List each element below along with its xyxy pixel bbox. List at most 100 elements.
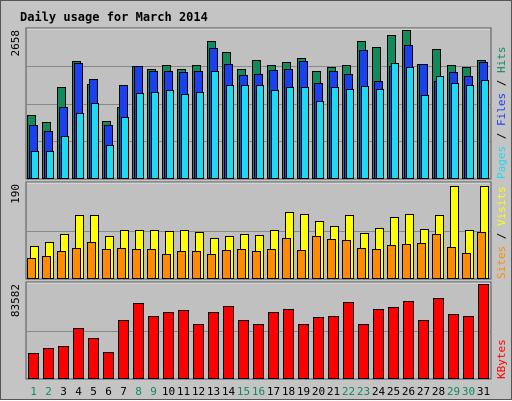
legend-entry: Visits bbox=[495, 186, 508, 226]
bar-sites-day-8 bbox=[132, 249, 141, 279]
bar-sites-day-1 bbox=[27, 258, 36, 279]
x-tick-day-9: 9 bbox=[150, 385, 157, 398]
bar-kbytes-day-26 bbox=[403, 301, 414, 379]
bar-kbytes-day-30 bbox=[463, 316, 474, 379]
bar-kbytes-day-28 bbox=[433, 298, 444, 379]
bar-pages-day-4 bbox=[76, 113, 84, 179]
bar-kbytes-day-13 bbox=[208, 312, 219, 379]
x-tick-day-17: 17 bbox=[267, 385, 280, 398]
panel-legend: Sites / Visits bbox=[495, 186, 508, 279]
x-tick-day-21: 21 bbox=[327, 385, 340, 398]
bar-kbytes-day-8 bbox=[133, 303, 144, 379]
legend-entry: Sites bbox=[495, 246, 508, 279]
bar-pages-day-1 bbox=[31, 151, 39, 179]
bar-sites-day-25 bbox=[387, 245, 396, 279]
bar-kbytes-day-21 bbox=[328, 316, 339, 379]
x-tick-day-27: 27 bbox=[417, 385, 430, 398]
bar-pages-day-11 bbox=[181, 94, 189, 179]
legend-entry: / bbox=[495, 73, 508, 93]
bar-pages-day-24 bbox=[376, 89, 384, 179]
bar-kbytes-day-5 bbox=[88, 338, 99, 379]
bar-pages-day-7 bbox=[121, 117, 129, 179]
bar-sites-day-18 bbox=[282, 238, 291, 279]
legend-entry: Pages bbox=[495, 146, 508, 179]
bar-pages-day-21 bbox=[331, 87, 339, 179]
x-tick-day-31: 31 bbox=[477, 385, 490, 398]
bar-sites-day-16 bbox=[252, 251, 261, 279]
bar-sites-day-29 bbox=[447, 247, 456, 279]
bar-kbytes-day-10 bbox=[163, 312, 174, 379]
bar-kbytes-day-27 bbox=[418, 320, 429, 379]
y-max-label: 190 bbox=[9, 184, 22, 204]
panel-kbytes: 83582 KBytes bbox=[9, 281, 508, 380]
x-tick-day-4: 4 bbox=[75, 385, 82, 398]
bar-sites-day-26 bbox=[402, 244, 411, 279]
bar-sites-day-31 bbox=[477, 232, 486, 279]
bar-pages-day-29 bbox=[451, 83, 459, 179]
bar-kbytes-day-11 bbox=[178, 310, 189, 379]
chart-panels: 2658 Pages / Files / Hits 190 Sites / Visit… bbox=[9, 27, 508, 380]
bar-sites-day-10 bbox=[162, 254, 171, 279]
bar-sites-day-6 bbox=[102, 249, 111, 279]
bar-sites-day-15 bbox=[237, 249, 246, 279]
bar-pages-day-25 bbox=[391, 63, 399, 179]
bar-sites-day-30 bbox=[462, 253, 471, 279]
x-tick-day-29: 29 bbox=[447, 385, 460, 398]
bar-kbytes-day-24 bbox=[373, 309, 384, 379]
x-tick-day-14: 14 bbox=[222, 385, 236, 398]
x-tick-day-16: 16 bbox=[252, 385, 265, 398]
bar-pages-day-19 bbox=[301, 87, 309, 179]
x-tick-day-18: 18 bbox=[282, 385, 295, 398]
bar-pages-day-12 bbox=[196, 92, 204, 179]
bar-sites-day-27 bbox=[417, 243, 426, 279]
x-tick-day-10: 10 bbox=[162, 385, 175, 398]
x-tick-day-5: 5 bbox=[90, 385, 97, 398]
x-tick-day-26: 26 bbox=[402, 385, 415, 398]
bar-kbytes-day-16 bbox=[253, 324, 264, 379]
bar-sites-day-12 bbox=[192, 251, 201, 279]
x-tick-day-13: 13 bbox=[207, 385, 220, 398]
legend-entry: / bbox=[495, 126, 508, 146]
bar-kbytes-day-12 bbox=[193, 324, 204, 379]
y-max-label: 2658 bbox=[9, 30, 22, 57]
bar-sites-day-13 bbox=[207, 254, 216, 279]
bar-sites-day-14 bbox=[222, 250, 231, 279]
bar-kbytes-day-20 bbox=[313, 317, 324, 379]
bar-kbytes-day-2 bbox=[43, 348, 54, 379]
x-tick-day-20: 20 bbox=[312, 385, 325, 398]
x-tick-day-12: 12 bbox=[192, 385, 205, 398]
bar-pages-day-2 bbox=[46, 151, 54, 179]
bar-kbytes-day-18 bbox=[283, 309, 294, 379]
bar-kbytes-day-25 bbox=[388, 307, 399, 379]
bar-sites-day-11 bbox=[177, 251, 186, 279]
bar-sites-day-21 bbox=[327, 239, 336, 279]
bar-sites-day-19 bbox=[297, 250, 306, 279]
bar-pages-day-20 bbox=[316, 101, 324, 179]
bar-pages-day-6 bbox=[106, 145, 114, 179]
bar-sites-day-4 bbox=[72, 248, 81, 279]
bar-sites-day-28 bbox=[432, 234, 441, 279]
bar-pages-day-15 bbox=[241, 85, 249, 179]
panel-hits-files-pages: 2658 Pages / Files / Hits bbox=[9, 27, 508, 180]
bar-sites-day-24 bbox=[372, 249, 381, 279]
bar-pages-day-13 bbox=[211, 71, 219, 179]
bar-sites-day-9 bbox=[147, 249, 156, 279]
bar-sites-day-20 bbox=[312, 236, 321, 279]
bar-kbytes-day-19 bbox=[298, 324, 309, 379]
x-tick-day-1: 1 bbox=[30, 385, 37, 398]
legend-entry: Files bbox=[495, 93, 508, 126]
x-tick-day-2: 2 bbox=[45, 385, 52, 398]
y-max-label: 83582 bbox=[9, 284, 22, 317]
bar-kbytes-day-29 bbox=[448, 314, 459, 379]
x-tick-day-6: 6 bbox=[105, 385, 112, 398]
bar-sites-day-23 bbox=[357, 248, 366, 279]
bar-pages-day-14 bbox=[226, 85, 234, 179]
bar-kbytes-day-17 bbox=[268, 312, 279, 379]
bar-pages-day-17 bbox=[271, 90, 279, 179]
bar-pages-day-30 bbox=[466, 85, 474, 179]
bar-kbytes-day-9 bbox=[148, 316, 159, 379]
bar-pages-day-16 bbox=[256, 85, 264, 179]
bar-pages-day-5 bbox=[91, 103, 99, 179]
bar-pages-day-18 bbox=[286, 87, 294, 179]
